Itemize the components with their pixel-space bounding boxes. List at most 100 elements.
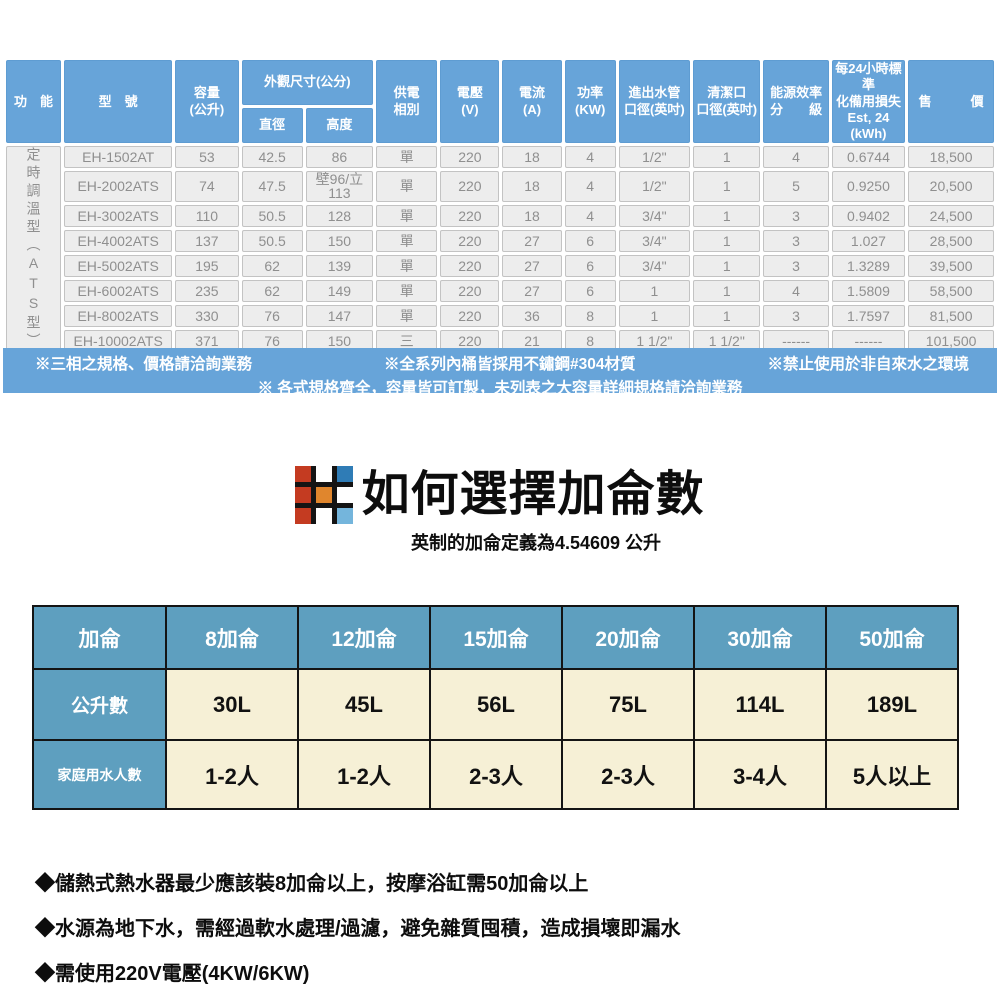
spec-cell-price: 20,500 [908, 171, 994, 202]
spec-cell-loss: 0.9250 [831, 171, 906, 202]
spec-cell-eff: 4 [763, 146, 829, 169]
spec-cell-eff: ------ [763, 330, 829, 353]
col-header-capacity: 容量 (公升) [175, 60, 239, 144]
table-row: EH-6002ATS 235 62 149 單 220 27 6 1 1 4 1.5809 58,500 [6, 279, 994, 302]
col-header-price: 售 價 [908, 60, 994, 144]
gallon-table-section: 加侖 8加侖 12加侖 15加侖 20加侖 30加侖 50加侖 公升數 30L 45L 56L 75L… [32, 605, 959, 810]
spec-cell-pipe: 3/4" [618, 204, 691, 227]
gallon-header-cell: 15加侖 [429, 605, 563, 670]
gallon-data-cell: 3-4人 [693, 739, 827, 810]
spec-cell-capacity: 53 [175, 146, 239, 169]
spec-cell-voltage: 220 [440, 171, 500, 202]
logo-grid-cell [316, 487, 333, 503]
spec-cell-pipe: 1/2" [618, 146, 691, 169]
spec-cell-diameter: 76 [241, 330, 303, 353]
spec-cell-height: 150 [305, 229, 374, 252]
note-stainless: ※全系列內桶皆採用不鏽鋼#304材質 [384, 356, 636, 373]
spec-cell-current: 36 [502, 304, 562, 328]
spec-cell-voltage: 220 [440, 279, 500, 302]
spec-cell-power: 4 [564, 204, 616, 227]
spec-cell-phase: 單 [376, 279, 438, 302]
spec-cell-clean: 1 [693, 254, 761, 277]
spec-cell-price: 81,500 [908, 304, 994, 328]
spec-cell-clean: 1 [693, 204, 761, 227]
col-header-dimensions: 外觀尺寸(公分) [241, 60, 374, 105]
spec-cell-price: 101,500 [908, 330, 994, 353]
spec-cell-model: EH-8002ATS [64, 304, 173, 328]
col-header-phase: 供電 相別 [376, 60, 438, 144]
table-row: EH-3002ATS 110 50.5 128 單 220 18 4 3/4" 1 3 0.9402 2… [6, 204, 994, 227]
logo-grid-cell [337, 487, 354, 503]
spec-cell-diameter: 42.5 [241, 146, 303, 169]
title-row: 如何選擇加侖數 [0, 466, 1000, 524]
spec-cell-eff: 4 [763, 279, 829, 302]
spec-cell-phase: 單 [376, 229, 438, 252]
spec-cell-clean: 1 [693, 146, 761, 169]
spec-cell-price: 39,500 [908, 254, 994, 277]
logo-grid-cell [295, 466, 312, 482]
footnotes: ◆儲熱式熱水器最少應該裝8加侖以上，按摩浴缸需50加侖以上 ◆水源為地下水，需經… [35, 872, 681, 1007]
spec-cell-current: 27 [502, 229, 562, 252]
spec-cell-current: 18 [502, 171, 562, 202]
note-water-source: ※禁止使用於非自來水之環境 [767, 356, 969, 373]
gallon-data-cell: 2-3人 [561, 739, 695, 810]
spec-cell-price: 58,500 [908, 279, 994, 302]
col-header-efficiency: 能源效率 分 級 [763, 60, 829, 144]
spec-cell-pipe: 1/2" [618, 171, 691, 202]
gallon-row-label: 公升數 [32, 668, 167, 741]
logo-grid-cell [295, 508, 312, 524]
spec-cell-voltage: 220 [440, 146, 500, 169]
spec-cell-capacity: 371 [175, 330, 239, 353]
spec-cell-loss: 1.7597 [831, 304, 906, 328]
notes-bar: ※三相之規格、價格請洽詢業務 ※全系列內桶皆採用不鏽鋼#304材質 ※禁止使用於… [3, 348, 997, 397]
spec-cell-voltage: 220 [440, 204, 500, 227]
spec-cell-eff: 5 [763, 171, 829, 202]
col-header-pipe: 進出水管 口徑(英吋) [618, 60, 691, 144]
spec-cell-phase: 單 [376, 146, 438, 169]
spec-cell-power: 4 [564, 146, 616, 169]
section-subtitle: 英制的加侖定義為4.54609 公升 [410, 533, 662, 553]
table-row: EH-4002ATS 137 50.5 150 單 220 27 6 3/4" 1 3 1.027 28… [6, 229, 994, 252]
spec-cell-phase: 單 [376, 204, 438, 227]
spec-cell-capacity: 74 [175, 171, 239, 202]
spec-cell-diameter: 62 [241, 254, 303, 277]
spec-cell-eff: 3 [763, 204, 829, 227]
col-header-power: 功率 (KW) [564, 60, 616, 144]
col-header-standby-loss: 每24小時標準 化備用損失 Est, 24 (kWh) [831, 60, 906, 144]
col-header-clean-port: 清潔口 口徑(英吋) [693, 60, 761, 144]
footnote-groundwater: ◆水源為地下水，需經過軟水處理/過濾，避免雜質囤積，造成損壞即漏水 [35, 918, 681, 940]
gallon-data-cell: 30L [165, 668, 299, 741]
gallon-title-section: 如何選擇加侖數 英制的加侖定義為4.54609 公升 [0, 466, 1000, 555]
gallon-header-cell: 50加侖 [825, 605, 959, 670]
spec-cell-power: 6 [564, 279, 616, 302]
col-header-height: 高度 [305, 107, 374, 144]
spec-cell-capacity: 195 [175, 254, 239, 277]
spec-table: 功 能 型 號 容量 (公升) 外觀尺寸(公分) 供電 相別 電壓 (V) 電流… [3, 57, 997, 355]
gallon-data-cell: 189L [825, 668, 959, 741]
spec-cell-height: 147 [305, 304, 374, 328]
gallon-data-cell: 1-2人 [165, 739, 299, 810]
spec-cell-capacity: 137 [175, 229, 239, 252]
spec-cell-model: EH-1502AT [64, 146, 173, 169]
logo-grid-cell [337, 508, 354, 524]
col-header-current: 電流 (A) [502, 60, 562, 144]
spec-cell-current: 18 [502, 146, 562, 169]
spec-cell-pipe: 1 [618, 304, 691, 328]
spec-cell-diameter: 50.5 [241, 204, 303, 227]
spec-cell-pipe: 3/4" [618, 254, 691, 277]
spec-cell-loss: 1.3289 [831, 254, 906, 277]
spec-cell-price: 28,500 [908, 229, 994, 252]
spec-cell-loss: ------ [831, 330, 906, 353]
spec-cell-model: EH-4002ATS [64, 229, 173, 252]
spec-cell-diameter: 62 [241, 279, 303, 302]
spec-cell-pipe: 1 [618, 279, 691, 302]
logo-grid-cell [337, 466, 354, 482]
gallon-header-cell: 20加侖 [561, 605, 695, 670]
logo-grid-cell [316, 466, 333, 482]
spec-cell-loss: 1.027 [831, 229, 906, 252]
gallon-data-cell: 45L [297, 668, 431, 741]
spec-cell-clean: 1 1/2" [693, 330, 761, 353]
spec-cell-power: 6 [564, 229, 616, 252]
table-row: EH-10002ATS 371 76 150 三 220 21 8 1 1/2" 1 1/2" --… [6, 330, 994, 353]
